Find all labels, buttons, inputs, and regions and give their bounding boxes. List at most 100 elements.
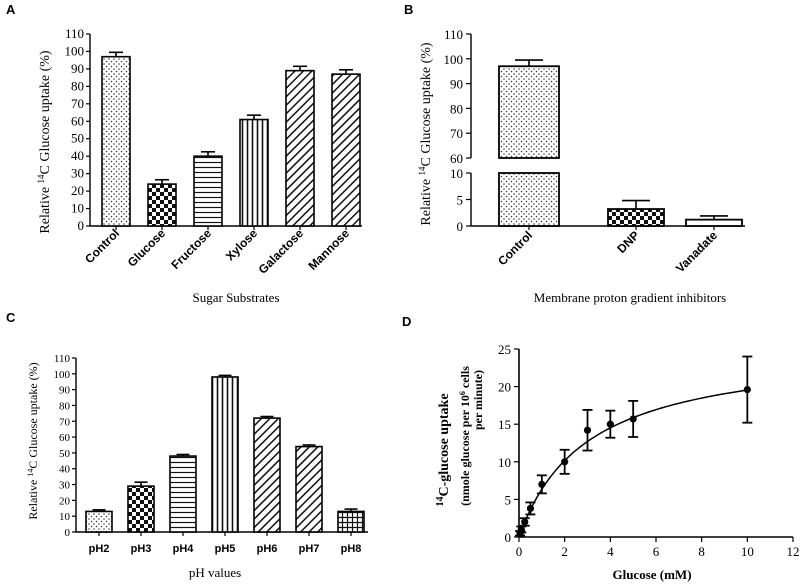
y-tick-label-a: 50 — [71, 131, 84, 146]
data-point-d — [583, 426, 592, 434]
bar-c — [337, 510, 365, 533]
chart-panel-c: Relative 14C Glucose uptake (%) pH value… — [26, 353, 368, 580]
x-tick-label-c: pH6 — [257, 543, 278, 555]
x-tick-label-a: Glucose — [125, 226, 169, 270]
y-tick-label-a: 90 — [71, 61, 84, 76]
data-point-d — [526, 504, 535, 513]
data-point-d — [606, 420, 614, 428]
y-tick-label-c: 20 — [59, 495, 71, 507]
data-point-d — [538, 480, 546, 488]
x-tick-label-a: Xylose — [223, 226, 260, 263]
bar-a — [285, 69, 315, 227]
bar-a — [101, 55, 131, 227]
chart-panel-b: Relative 14C Glucose uptake (%) Membrane… — [417, 27, 745, 305]
y-tick-label-c: 0 — [65, 527, 71, 539]
panel-letter-b: B — [404, 2, 413, 17]
y-tick-label-a: 10 — [71, 201, 84, 216]
panel-letter-a: A — [6, 2, 16, 17]
data-point-d — [743, 386, 751, 394]
y-axis-label-d-sub: (nmole glucose per 106 cells — [458, 366, 472, 506]
y-tick-label-b: 80 — [450, 101, 463, 116]
x-tick-label-d: 0 — [516, 544, 523, 559]
x-tick-label-a: Control — [82, 226, 122, 266]
x-tick-label-b: Control — [495, 228, 535, 268]
y-tick-label-a: 70 — [71, 96, 84, 111]
x-tick-label-a: Fructose — [168, 226, 214, 272]
y-tick-label-b: 10 — [450, 166, 463, 181]
y-tick-label-d: 20 — [498, 380, 511, 395]
y-axis-label-d-sub2: per minute) — [471, 370, 485, 430]
y-axis-label-a: Relative 14C Glucose uptake (%) — [36, 50, 53, 234]
y-tick-label-c: 80 — [59, 400, 71, 412]
bar-a — [239, 118, 269, 227]
y-tick-label-b: 0 — [457, 219, 464, 234]
y-tick-label-c: 60 — [59, 432, 71, 444]
bar-a — [193, 155, 223, 227]
y-tick-label-a: 60 — [71, 113, 84, 128]
chart-panel-a: Relative 14C Glucose uptake (%) Sugar Su… — [36, 26, 362, 305]
x-tick-label-d: 12 — [787, 544, 800, 559]
x-tick-label-c: pH2 — [89, 543, 110, 555]
y-tick-label-b: 60 — [450, 151, 463, 166]
bar-c — [253, 417, 281, 533]
x-tick-label-d: 10 — [741, 544, 754, 559]
x-tick-label-d: 8 — [698, 544, 705, 559]
x-tick-label-c: pH4 — [173, 543, 195, 555]
y-axis-label-c: Relative 14C Glucose uptake (%) — [26, 362, 40, 519]
data-point-d — [629, 415, 637, 423]
data-point-d — [517, 525, 525, 534]
y-tick-label-c: 40 — [59, 464, 71, 476]
y-tick-label-a: 110 — [65, 26, 84, 41]
panel-letter-c: C — [6, 310, 16, 325]
x-tick-label-a: Galactose — [256, 226, 307, 277]
x-tick-label-c: pH7 — [299, 543, 320, 555]
data-point-d — [521, 518, 529, 526]
y-axis-label-b: Relative 14C Glucose uptake (%) — [417, 42, 434, 226]
data-point-d — [561, 458, 569, 466]
y-tick-label-d: 25 — [498, 342, 511, 357]
y-tick-label-d: 0 — [505, 530, 512, 545]
y-tick-label-a: 100 — [65, 43, 85, 58]
y-tick-label-c: 70 — [59, 416, 71, 428]
y-tick-label-a: 20 — [71, 183, 84, 198]
y-tick-label-b: 70 — [450, 126, 463, 141]
y-tick-label-c: 90 — [59, 385, 71, 397]
y-tick-label-c: 110 — [54, 353, 71, 365]
y-tick-label-b: 90 — [450, 77, 463, 92]
y-tick-label-a: 0 — [78, 218, 85, 233]
y-axis-label-d-main: 14C-glucose uptake — [435, 393, 452, 506]
y-tick-label-a: 40 — [71, 148, 84, 163]
bar-b — [607, 208, 665, 227]
x-tick-label-d: 2 — [561, 544, 568, 559]
x-tick-label-b: Vanadate — [673, 228, 720, 275]
x-tick-label-c: pH8 — [341, 543, 362, 555]
y-tick-label-a: 80 — [71, 78, 84, 93]
x-tick-label-d: 6 — [653, 544, 660, 559]
x-axis-label-d: Glucose (mM) — [612, 567, 691, 582]
y-tick-label-d: 15 — [498, 417, 511, 432]
bar-c — [169, 455, 197, 533]
y-tick-label-c: 10 — [59, 511, 71, 523]
bar-c — [85, 510, 113, 533]
bar-c — [127, 485, 155, 533]
x-tick-label-d: 4 — [607, 544, 614, 559]
bar-a — [331, 73, 361, 227]
y-tick-label-a: 30 — [71, 166, 84, 181]
x-tick-label-b: DNP — [614, 228, 642, 256]
x-axis-label-c: pH values — [189, 565, 241, 580]
y-tick-label-b: 5 — [457, 193, 464, 208]
bar-a — [147, 183, 177, 227]
y-tick-label-c: 50 — [59, 448, 71, 460]
bar-b-upper — [498, 65, 560, 159]
x-tick-label-c: pH5 — [215, 543, 236, 555]
x-axis-label-a: Sugar Substrates — [192, 290, 279, 305]
bar-b — [685, 218, 743, 227]
bar-b-lower — [498, 172, 560, 227]
y-tick-label-d: 10 — [498, 455, 511, 470]
panel-letter-d: D — [402, 314, 411, 329]
y-tick-label-b: 100 — [444, 52, 464, 67]
y-tick-label-d: 5 — [505, 492, 512, 507]
bar-c — [211, 376, 239, 533]
bar-c — [295, 445, 323, 533]
